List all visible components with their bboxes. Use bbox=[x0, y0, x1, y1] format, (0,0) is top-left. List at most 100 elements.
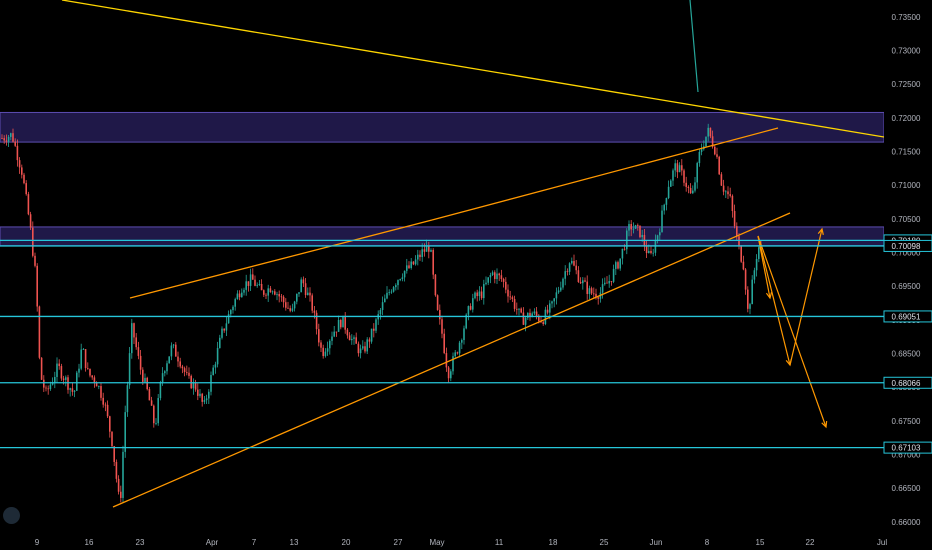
resistance-zone-1 bbox=[0, 111, 885, 143]
candle-body bbox=[93, 377, 96, 383]
candle bbox=[502, 277, 505, 288]
candle-body bbox=[247, 281, 250, 286]
candle bbox=[302, 276, 305, 287]
candle-body bbox=[47, 388, 49, 390]
candle bbox=[142, 367, 144, 386]
candle bbox=[133, 322, 135, 344]
candle-body bbox=[71, 388, 74, 392]
candle bbox=[663, 203, 665, 215]
candle bbox=[203, 396, 206, 405]
candle bbox=[687, 185, 690, 194]
candle-body bbox=[346, 329, 349, 336]
candle-body bbox=[390, 291, 393, 293]
candle-body bbox=[518, 308, 520, 310]
candle bbox=[678, 162, 681, 173]
time-tick-label: Jun bbox=[650, 538, 663, 547]
candle bbox=[665, 197, 668, 211]
candle-body bbox=[399, 279, 401, 281]
candle-body bbox=[694, 182, 696, 191]
candle-body bbox=[351, 338, 353, 341]
candle bbox=[23, 172, 25, 185]
candle bbox=[518, 308, 520, 316]
candle-body bbox=[265, 294, 267, 296]
candle-body bbox=[82, 349, 85, 350]
candle bbox=[102, 392, 104, 408]
candle bbox=[346, 327, 349, 339]
price-tick-label: 0.72000 bbox=[892, 114, 921, 123]
candle-body bbox=[478, 291, 481, 297]
candle-body bbox=[45, 387, 47, 389]
candle-body bbox=[276, 293, 278, 295]
candle bbox=[566, 268, 569, 276]
arrowhead-icon bbox=[817, 227, 824, 235]
candle bbox=[276, 291, 278, 301]
candle-body bbox=[300, 279, 302, 293]
candle-body bbox=[696, 163, 698, 183]
candle-body bbox=[379, 309, 382, 315]
candle-body bbox=[652, 252, 654, 254]
candle-body bbox=[667, 186, 670, 199]
candle-body bbox=[725, 191, 727, 193]
candle bbox=[469, 303, 472, 311]
time-tick-label: 20 bbox=[342, 538, 351, 547]
candle bbox=[168, 356, 170, 364]
candle bbox=[27, 191, 30, 216]
candle-body bbox=[738, 236, 740, 246]
candle-body bbox=[619, 258, 621, 269]
price-tick-label: 0.66000 bbox=[892, 518, 921, 527]
candle bbox=[73, 389, 76, 398]
candle-body bbox=[406, 265, 408, 271]
candle-body bbox=[43, 379, 45, 388]
candle bbox=[307, 287, 309, 296]
candle-body bbox=[104, 404, 107, 406]
candle bbox=[610, 280, 613, 286]
time-axis[interactable]: 9 16 23 Apr 7 13 20 27 May 11 18 25 Jun 8 15 22 Jul bbox=[35, 538, 888, 547]
candle-body bbox=[3, 138, 5, 141]
candle bbox=[236, 290, 239, 300]
candle bbox=[265, 293, 267, 299]
candle bbox=[333, 325, 335, 338]
candle-body bbox=[157, 398, 159, 424]
candlesticks bbox=[1, 123, 762, 503]
candle bbox=[586, 275, 588, 300]
candle bbox=[494, 270, 496, 284]
candle-body bbox=[271, 291, 274, 293]
candle-body bbox=[335, 331, 338, 333]
candle bbox=[98, 385, 100, 390]
candle-body bbox=[729, 194, 731, 196]
candle-body bbox=[586, 281, 588, 294]
time-tick-label: 7 bbox=[252, 538, 257, 547]
candle-body bbox=[731, 195, 734, 211]
candle bbox=[694, 177, 696, 193]
candle bbox=[1, 134, 3, 139]
candle bbox=[692, 185, 694, 195]
candle-body bbox=[56, 363, 58, 377]
candle-body bbox=[243, 289, 245, 293]
candle-body bbox=[16, 145, 19, 161]
candle bbox=[80, 343, 82, 371]
candle-body bbox=[707, 127, 709, 137]
candle bbox=[128, 346, 131, 389]
candle-body bbox=[342, 315, 344, 328]
candle-body bbox=[234, 299, 236, 307]
arrowhead-icon bbox=[821, 420, 828, 429]
candle bbox=[324, 348, 327, 358]
candle bbox=[685, 176, 687, 192]
candle bbox=[507, 284, 509, 303]
candle bbox=[340, 318, 342, 330]
candle-body bbox=[89, 368, 91, 376]
candle-body bbox=[87, 368, 89, 369]
candle bbox=[113, 445, 115, 467]
candle-body bbox=[678, 165, 681, 173]
candle-body bbox=[566, 271, 569, 273]
tradingview-logo-icon bbox=[3, 507, 20, 524]
candle-body bbox=[370, 328, 373, 342]
candle-body bbox=[364, 346, 366, 352]
candle-body bbox=[474, 292, 476, 299]
candle-body bbox=[183, 368, 186, 372]
candle-body bbox=[219, 337, 221, 349]
candle-body bbox=[674, 163, 676, 171]
candle bbox=[707, 123, 709, 142]
candle bbox=[617, 260, 619, 270]
